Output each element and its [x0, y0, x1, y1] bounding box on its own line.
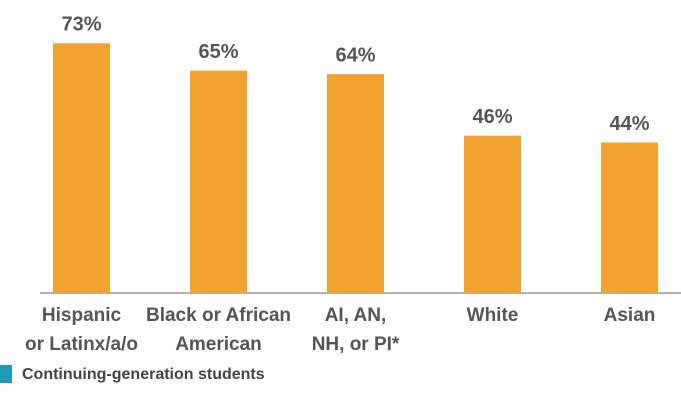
x-tick-label: NH, or PI*: [312, 334, 400, 355]
value-label: 44%: [609, 113, 649, 135]
bar: [190, 70, 247, 293]
value-label: 64%: [335, 44, 375, 66]
value-label: 73%: [61, 14, 101, 36]
bar: [53, 43, 110, 294]
x-tick-label: Asian: [604, 305, 656, 326]
bar: [464, 135, 521, 293]
x-tick-label: White: [467, 305, 519, 326]
x-tick-label: American: [175, 334, 262, 355]
bar: [327, 74, 384, 294]
x-tick-label: or Latinx/a/o: [25, 334, 138, 355]
value-label: 46%: [472, 106, 512, 128]
x-tick-label: AI, AN,: [325, 305, 387, 326]
x-tick-label: Hispanic: [42, 305, 122, 326]
legend-label: Continuing-generation students: [22, 366, 265, 383]
legend-swatch: [0, 365, 12, 383]
value-label: 65%: [198, 41, 238, 63]
x-tick-label: Black or African: [146, 305, 291, 326]
bar: [601, 142, 658, 293]
